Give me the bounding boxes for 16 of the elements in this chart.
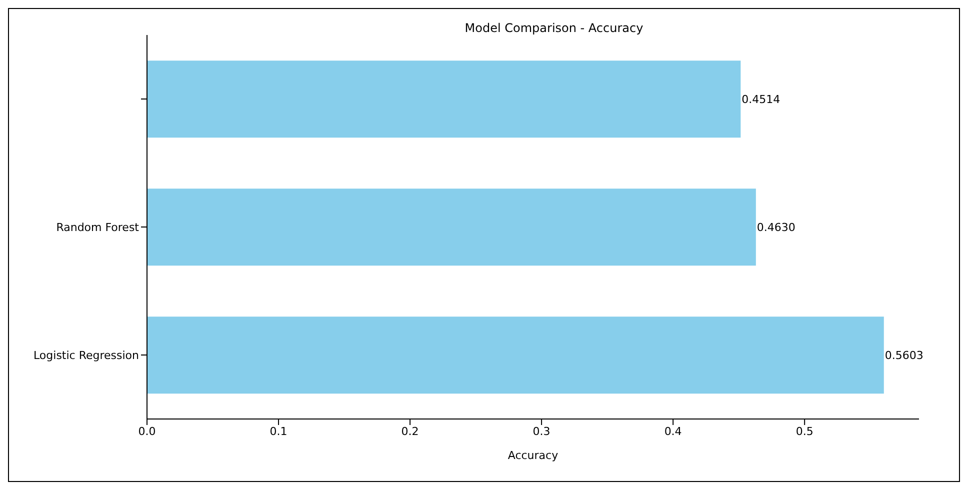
bar (147, 188, 756, 266)
data-label: 0.4630 (756, 221, 796, 234)
bar (147, 60, 741, 138)
data-label: 0.5603 (884, 349, 924, 362)
data-label: 0.4514 (742, 93, 780, 106)
x-tick-label: 0.0 (138, 424, 156, 438)
x-tick-label: 0.4 (664, 424, 682, 438)
bar (147, 316, 884, 394)
x-tick-label: 0.1 (270, 424, 288, 438)
x-tick-label: 0.3 (532, 424, 550, 438)
x-axis-title: Accuracy (508, 449, 559, 462)
x-tick-label: 0.5 (796, 424, 814, 438)
y-tick-label: Random Forest (56, 220, 140, 234)
x-tick-label: 0.2 (401, 424, 419, 438)
chart-title: Model Comparison - Accuracy (464, 21, 644, 35)
y-tick-label: Logistic Regression (33, 348, 140, 362)
